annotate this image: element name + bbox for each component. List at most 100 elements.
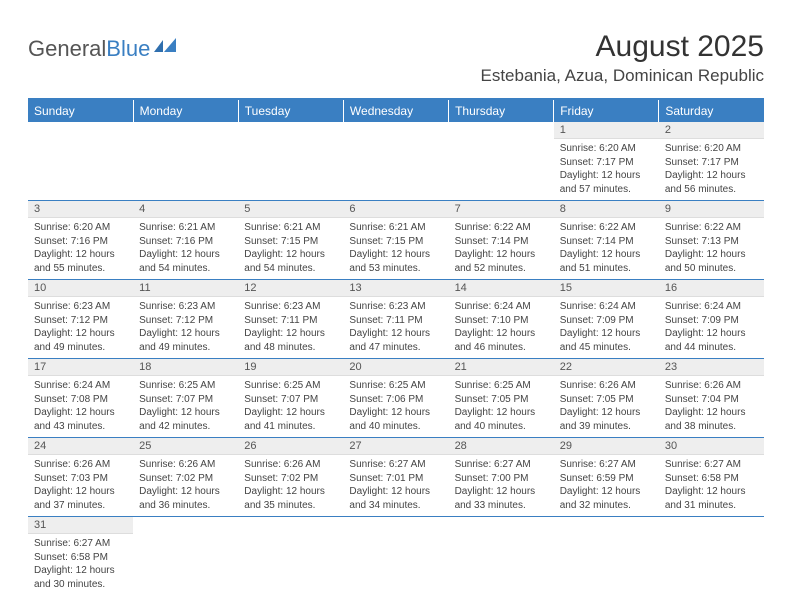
calendar-day: 8Sunrise: 6:22 AMSunset: 7:14 PMDaylight… bbox=[554, 201, 659, 280]
calendar-empty bbox=[133, 517, 238, 596]
day-number: 7 bbox=[449, 201, 554, 218]
day-details: Sunrise: 6:20 AMSunset: 7:16 PMDaylight:… bbox=[28, 218, 133, 279]
calendar-day: 2Sunrise: 6:20 AMSunset: 7:17 PMDaylight… bbox=[659, 122, 764, 201]
weekday-header: Wednesday bbox=[343, 99, 448, 122]
weekday-header: Thursday bbox=[449, 99, 554, 122]
calendar-day: 27Sunrise: 6:27 AMSunset: 7:01 PMDayligh… bbox=[343, 438, 448, 517]
calendar-empty bbox=[238, 122, 343, 201]
day-number: 26 bbox=[238, 438, 343, 455]
day-details: Sunrise: 6:26 AMSunset: 7:04 PMDaylight:… bbox=[659, 376, 764, 437]
sunrise-text: Sunrise: 6:21 AM bbox=[349, 221, 442, 235]
day-details: Sunrise: 6:21 AMSunset: 7:15 PMDaylight:… bbox=[343, 218, 448, 279]
page: GeneralBlue August 2025 Estebania, Azua,… bbox=[0, 0, 792, 615]
sunrise-text: Sunrise: 6:26 AM bbox=[560, 379, 653, 393]
sunrise-text: Sunrise: 6:26 AM bbox=[244, 458, 337, 472]
sunset-text: Sunset: 7:07 PM bbox=[139, 393, 232, 407]
day-details: Sunrise: 6:25 AMSunset: 7:07 PMDaylight:… bbox=[238, 376, 343, 437]
daylight-text: Daylight: 12 hours bbox=[139, 485, 232, 499]
day-details: Sunrise: 6:23 AMSunset: 7:12 PMDaylight:… bbox=[133, 297, 238, 358]
calendar-empty bbox=[659, 517, 764, 596]
day-number: 11 bbox=[133, 280, 238, 297]
sunset-text: Sunset: 7:12 PM bbox=[34, 314, 127, 328]
daylight-text: and 47 minutes. bbox=[349, 341, 442, 355]
calendar-week: 3Sunrise: 6:20 AMSunset: 7:16 PMDaylight… bbox=[28, 201, 764, 280]
sunset-text: Sunset: 7:05 PM bbox=[455, 393, 548, 407]
sunset-text: Sunset: 7:15 PM bbox=[349, 235, 442, 249]
calendar-day: 15Sunrise: 6:24 AMSunset: 7:09 PMDayligh… bbox=[554, 280, 659, 359]
day-number: 4 bbox=[133, 201, 238, 218]
sunset-text: Sunset: 7:02 PM bbox=[139, 472, 232, 486]
sunrise-text: Sunrise: 6:24 AM bbox=[455, 300, 548, 314]
calendar-day: 20Sunrise: 6:25 AMSunset: 7:06 PMDayligh… bbox=[343, 359, 448, 438]
daylight-text: and 55 minutes. bbox=[34, 262, 127, 276]
calendar-day: 29Sunrise: 6:27 AMSunset: 6:59 PMDayligh… bbox=[554, 438, 659, 517]
sunrise-text: Sunrise: 6:26 AM bbox=[139, 458, 232, 472]
daylight-text: Daylight: 12 hours bbox=[455, 485, 548, 499]
sunset-text: Sunset: 7:00 PM bbox=[455, 472, 548, 486]
daylight-text: Daylight: 12 hours bbox=[244, 327, 337, 341]
calendar-week: 10Sunrise: 6:23 AMSunset: 7:12 PMDayligh… bbox=[28, 280, 764, 359]
sunrise-text: Sunrise: 6:25 AM bbox=[349, 379, 442, 393]
weekday-row: SundayMondayTuesdayWednesdayThursdayFrid… bbox=[28, 99, 764, 122]
daylight-text: and 37 minutes. bbox=[34, 499, 127, 513]
sunset-text: Sunset: 7:11 PM bbox=[349, 314, 442, 328]
day-details: Sunrise: 6:23 AMSunset: 7:11 PMDaylight:… bbox=[238, 297, 343, 358]
daylight-text: and 50 minutes. bbox=[665, 262, 758, 276]
sunset-text: Sunset: 7:02 PM bbox=[244, 472, 337, 486]
flag-icon bbox=[154, 36, 180, 62]
daylight-text: Daylight: 12 hours bbox=[349, 327, 442, 341]
daylight-text: and 38 minutes. bbox=[665, 420, 758, 434]
daylight-text: Daylight: 12 hours bbox=[139, 327, 232, 341]
day-number: 25 bbox=[133, 438, 238, 455]
sunrise-text: Sunrise: 6:22 AM bbox=[455, 221, 548, 235]
daylight-text: and 57 minutes. bbox=[560, 183, 653, 197]
sunrise-text: Sunrise: 6:27 AM bbox=[34, 537, 127, 551]
sunset-text: Sunset: 7:14 PM bbox=[560, 235, 653, 249]
day-details: Sunrise: 6:27 AMSunset: 7:00 PMDaylight:… bbox=[449, 455, 554, 516]
day-details: Sunrise: 6:27 AMSunset: 6:58 PMDaylight:… bbox=[28, 534, 133, 595]
sunset-text: Sunset: 7:09 PM bbox=[665, 314, 758, 328]
day-details: Sunrise: 6:24 AMSunset: 7:08 PMDaylight:… bbox=[28, 376, 133, 437]
calendar-day: 14Sunrise: 6:24 AMSunset: 7:10 PMDayligh… bbox=[449, 280, 554, 359]
calendar-day: 1Sunrise: 6:20 AMSunset: 7:17 PMDaylight… bbox=[554, 122, 659, 201]
daylight-text: and 31 minutes. bbox=[665, 499, 758, 513]
day-details: Sunrise: 6:20 AMSunset: 7:17 PMDaylight:… bbox=[659, 139, 764, 200]
calendar-empty bbox=[554, 517, 659, 596]
sunrise-text: Sunrise: 6:24 AM bbox=[560, 300, 653, 314]
sunset-text: Sunset: 7:06 PM bbox=[349, 393, 442, 407]
sunrise-text: Sunrise: 6:23 AM bbox=[244, 300, 337, 314]
weekday-header: Sunday bbox=[28, 99, 133, 122]
sunrise-text: Sunrise: 6:22 AM bbox=[560, 221, 653, 235]
calendar-day: 9Sunrise: 6:22 AMSunset: 7:13 PMDaylight… bbox=[659, 201, 764, 280]
daylight-text: and 33 minutes. bbox=[455, 499, 548, 513]
weekday-header: Saturday bbox=[659, 99, 764, 122]
day-details: Sunrise: 6:26 AMSunset: 7:05 PMDaylight:… bbox=[554, 376, 659, 437]
calendar-day: 19Sunrise: 6:25 AMSunset: 7:07 PMDayligh… bbox=[238, 359, 343, 438]
daylight-text: and 32 minutes. bbox=[560, 499, 653, 513]
day-number: 29 bbox=[554, 438, 659, 455]
day-number: 30 bbox=[659, 438, 764, 455]
sunset-text: Sunset: 7:11 PM bbox=[244, 314, 337, 328]
daylight-text: Daylight: 12 hours bbox=[455, 406, 548, 420]
daylight-text: Daylight: 12 hours bbox=[244, 406, 337, 420]
sunrise-text: Sunrise: 6:27 AM bbox=[560, 458, 653, 472]
daylight-text: and 35 minutes. bbox=[244, 499, 337, 513]
calendar-empty bbox=[343, 122, 448, 201]
day-number: 12 bbox=[238, 280, 343, 297]
sunset-text: Sunset: 7:12 PM bbox=[139, 314, 232, 328]
day-details: Sunrise: 6:25 AMSunset: 7:07 PMDaylight:… bbox=[133, 376, 238, 437]
calendar-week: 17Sunrise: 6:24 AMSunset: 7:08 PMDayligh… bbox=[28, 359, 764, 438]
calendar-day: 6Sunrise: 6:21 AMSunset: 7:15 PMDaylight… bbox=[343, 201, 448, 280]
sunset-text: Sunset: 7:16 PM bbox=[139, 235, 232, 249]
weekday-header: Monday bbox=[133, 99, 238, 122]
day-number: 9 bbox=[659, 201, 764, 218]
calendar-day: 26Sunrise: 6:26 AMSunset: 7:02 PMDayligh… bbox=[238, 438, 343, 517]
calendar-empty bbox=[133, 122, 238, 201]
sunrise-text: Sunrise: 6:27 AM bbox=[455, 458, 548, 472]
daylight-text: Daylight: 12 hours bbox=[560, 327, 653, 341]
day-details: Sunrise: 6:24 AMSunset: 7:09 PMDaylight:… bbox=[554, 297, 659, 358]
day-details: Sunrise: 6:20 AMSunset: 7:17 PMDaylight:… bbox=[554, 139, 659, 200]
day-number: 28 bbox=[449, 438, 554, 455]
daylight-text: and 48 minutes. bbox=[244, 341, 337, 355]
calendar-table: SundayMondayTuesdayWednesdayThursdayFrid… bbox=[28, 98, 764, 595]
